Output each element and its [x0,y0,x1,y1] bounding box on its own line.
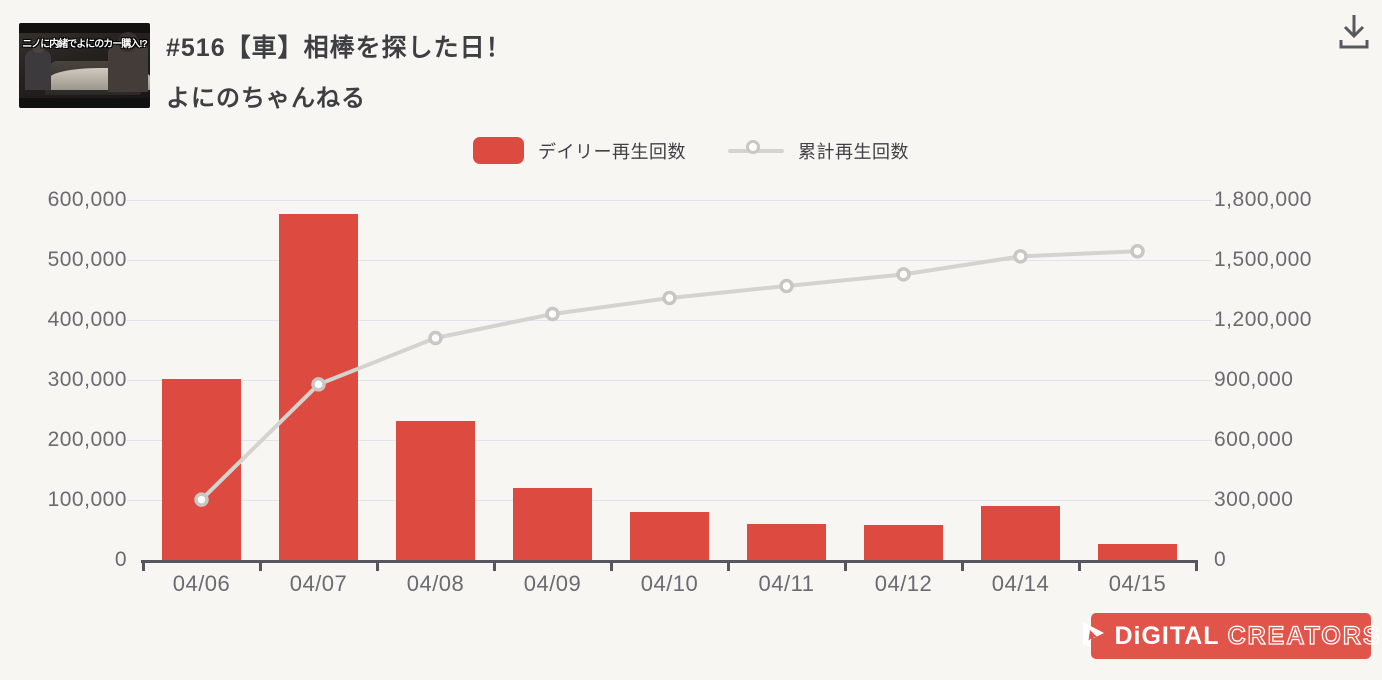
x-axis-date-label: 04/15 [1108,571,1167,596]
y-axis-left-tick-label: 0 [114,548,127,571]
x-axis-tick [961,560,964,571]
bar-slot [494,200,611,560]
y-axis-left-tick-label: 200,000 [47,428,127,451]
daily-views-bar[interactable] [279,214,358,560]
x-axis-tick [610,560,613,571]
y-axis-left-tick-label: 600,000 [47,188,127,211]
x-axis-tick [727,560,730,571]
x-axis-date-label: 04/14 [991,571,1050,596]
video-title: #516【車】相棒を探した日！ [166,34,512,62]
y-axis-right-tick-label: 300,000 [1214,488,1294,511]
x-axis-tick [259,560,262,571]
thumbnail-photo [19,32,150,98]
bar-slot [611,200,728,560]
y-axis-right-tick-label: 900,000 [1214,368,1294,391]
y-axis-right-tick-label: 1,800,000 [1214,188,1312,211]
x-axis-date-label: 04/06 [172,571,231,596]
legend-item-cumulative[interactable]: 累計再生回数 [728,137,909,164]
y-axis-left-tick-label: 300,000 [47,368,127,391]
daily-views-bar[interactable] [396,420,475,560]
x-axis-tick [844,560,847,571]
daily-views-bar[interactable] [981,506,1060,560]
download-icon [1336,12,1372,53]
thumbnail-overlay-text: ニノに内緒でよにのカー購入!? [22,39,147,50]
daily-views-bar[interactable] [630,512,709,560]
play-cursor-icon [1080,620,1106,653]
cumulative-series-line-icon [728,137,784,164]
video-thumbnail[interactable]: ニノに内緒でよにのカー購入!? [19,23,150,108]
y-axis-right-tick-label: 1,200,000 [1214,308,1312,331]
x-axis-date-label: 04/07 [289,571,348,596]
daily-series-swatch-icon [473,137,524,164]
x-axis-tick [1078,560,1081,571]
x-axis-line [141,560,1198,563]
x-axis-tick [1195,560,1198,571]
channel-name: よにのちゃんねる [166,85,366,112]
thumbnail-person-right [108,32,148,92]
bar-slot [377,200,494,560]
bar-slot [143,200,260,560]
gridline [127,200,1212,201]
bar-series [143,200,1196,560]
daily-views-bar[interactable] [747,524,826,560]
bar-slot [260,200,377,560]
bar-slot [845,200,962,560]
y-axis-right-tick-label: 0 [1214,548,1227,571]
download-button[interactable] [1330,8,1378,56]
y-axis-right-tick-label: 600,000 [1214,428,1294,451]
daily-views-bar[interactable] [162,378,241,560]
y-axis-left-tick-label: 400,000 [47,308,127,331]
x-axis-tick [376,560,379,571]
x-axis-date-label: 04/10 [640,571,699,596]
bar-slot [1079,200,1196,560]
thumbnail-person-left [25,40,51,90]
daily-series-label: デイリー再生回数 [538,141,686,162]
y-axis-right-tick-label: 1,500,000 [1214,248,1312,271]
x-axis-date-label: 04/08 [406,571,465,596]
logo-text-primary: DiGITAL [1114,621,1220,650]
x-axis-date-label: 04/11 [758,571,815,596]
legend-item-daily[interactable]: デイリー再生回数 [473,137,686,164]
x-axis-date-label: 04/09 [523,571,582,596]
x-axis-tick [493,560,496,571]
daily-views-bar[interactable] [1098,544,1177,560]
bar-slot [962,200,1079,560]
chart-legend: デイリー再生回数 累計再生回数 [0,137,1382,164]
y-axis-left-tick-label: 500,000 [47,248,127,271]
logo-text-secondary: CREATORS [1227,621,1382,650]
cumulative-series-marker-icon [746,140,760,154]
daily-views-bar[interactable] [864,525,943,560]
bar-slot [728,200,845,560]
x-axis-date-label: 04/12 [874,571,933,596]
y-axis-left-tick-label: 100,000 [47,488,127,511]
cumulative-series-label: 累計再生回数 [798,141,909,162]
daily-views-bar[interactable] [513,488,592,560]
x-axis-tick [142,560,145,571]
digital-creators-logo[interactable]: DiGITAL CREATORS [1083,613,1380,659]
